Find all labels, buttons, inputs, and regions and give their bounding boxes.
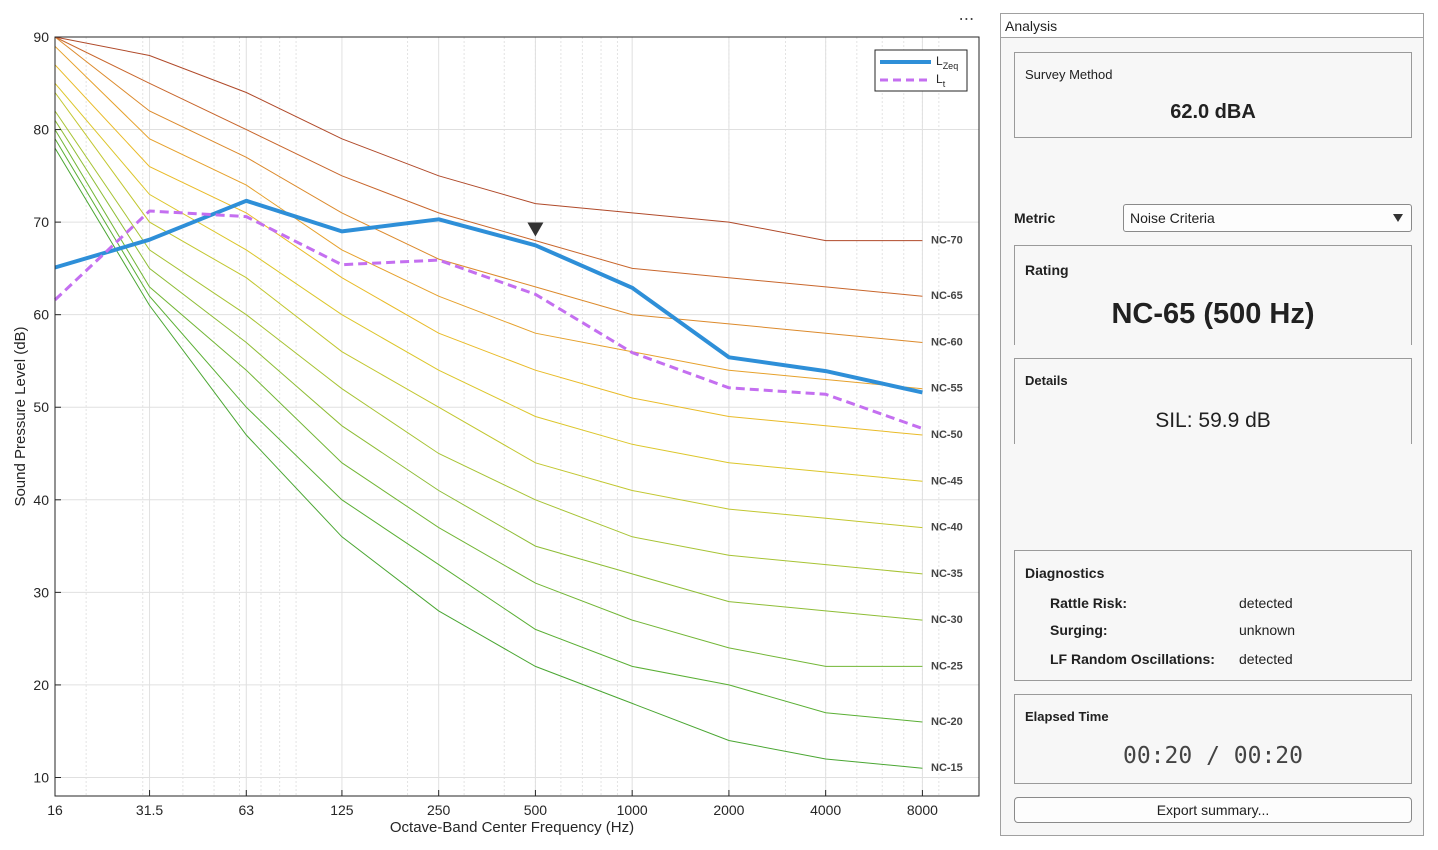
survey-method-box: Survey Method 62.0 dBA <box>1014 52 1412 138</box>
x-axis-label: Octave-Band Center Frequency (Hz) <box>390 819 634 836</box>
x-tick-label: 31.5 <box>136 802 163 818</box>
diag-key-lf: LF Random Oscillations: <box>1050 651 1215 667</box>
axes-box <box>54 36 980 797</box>
diag-value-rattle: detected <box>1239 595 1293 611</box>
x-tick-label: 8000 <box>907 802 938 818</box>
nc-curve-nc-20 <box>54 138 923 723</box>
diag-key-surging: Surging: <box>1050 622 1108 638</box>
nc-curve-nc-50 <box>54 64 923 436</box>
nc-curve-nc-70 <box>54 36 923 242</box>
nc-curve-label: NC-60 <box>931 336 963 348</box>
details-value: SIL: 59.9 dB <box>1155 409 1271 432</box>
chevron-down-icon <box>1393 214 1403 222</box>
nc-curve-nc-25 <box>54 129 923 667</box>
nc-curve-label: NC-50 <box>931 429 963 441</box>
metric-label: Metric <box>1014 210 1056 226</box>
y-tick-label: 60 <box>33 307 49 323</box>
x-tick-label: 500 <box>524 802 548 818</box>
nc-curve-label: NC-30 <box>931 614 963 626</box>
metric-selected: Noise Criteria <box>1130 210 1215 226</box>
export-summary-button[interactable]: Export summary... <box>1014 797 1412 823</box>
legend-box <box>874 49 968 92</box>
elapsed-value: 00:20 / 00:20 <box>1122 743 1303 769</box>
legend-entry-lt: Lt <box>936 72 946 89</box>
y-tick-label: 50 <box>33 399 49 415</box>
rating-box: Rating NC-65 (500 Hz) <box>1014 245 1412 345</box>
elapsed-box: Elapsed Time 00:20 / 00:20 <box>1014 694 1412 784</box>
x-tick-label: 2000 <box>713 802 744 818</box>
nc-curve-nc-55 <box>54 45 923 390</box>
x-tick-label: 1000 <box>617 802 648 818</box>
y-tick-label: 20 <box>33 677 49 693</box>
nc-curve-label: NC-40 <box>931 522 963 534</box>
nc-curve-nc-40 <box>54 92 923 529</box>
diag-value-surging: unknown <box>1239 622 1296 638</box>
diag-value-lf: detected <box>1239 651 1293 667</box>
details-label: Details <box>1025 373 1068 388</box>
nc-curve-label: NC-35 <box>931 568 963 580</box>
nc-curve-label: NC-55 <box>931 383 963 395</box>
diag-key-rattle: Rattle Risk: <box>1050 595 1128 611</box>
y-tick-label: 80 <box>33 122 49 138</box>
rating-marker-triangle <box>527 222 544 237</box>
nc-curve-nc-30 <box>54 120 923 621</box>
x-tick-label: 16 <box>47 802 63 818</box>
plot-area <box>55 37 979 796</box>
elapsed-label: Elapsed Time <box>1025 709 1109 724</box>
survey-method-value: 62.0 dBA <box>1170 101 1256 123</box>
metric-dropdown[interactable]: Noise Criteria <box>1123 204 1412 232</box>
y-axis-label: Sound Pressure Level (dB) <box>12 326 29 506</box>
x-tick-label: 4000 <box>810 802 841 818</box>
nc-curve-label: NC-70 <box>931 235 963 247</box>
diagnostics-label: Diagnostics <box>1025 565 1105 581</box>
analysis-panel: Analysis Survey Method 62.0 dBA Metric N… <box>1000 13 1424 836</box>
nc-curve-label: NC-25 <box>931 660 963 672</box>
details-box: Details SIL: 59.9 dB <box>1014 358 1412 444</box>
nc-curve-label: NC-65 <box>931 290 963 302</box>
series-line-lzeq <box>54 198 923 395</box>
nc-chart: NC-15 NC-20 NC-25 NC-30 NC-35 NC-40 NC-45 NC-50… <box>12 29 980 836</box>
nc-curve-label: NC-20 <box>931 716 963 728</box>
diagnostics-box: Diagnostics Rattle Risk: detected Surgin… <box>1014 550 1412 681</box>
y-tick-label: 10 <box>33 769 49 785</box>
nc-curve-nc-15 <box>54 147 923 769</box>
x-tick-label: 250 <box>427 802 451 818</box>
nc-curve-nc-60 <box>54 36 923 343</box>
more-options-icon[interactable]: ⋯ <box>958 9 976 28</box>
rating-label: Rating <box>1025 262 1069 278</box>
nc-curve-nc-65 <box>54 36 923 297</box>
legend-entry-lzeq: LZeq <box>936 54 958 71</box>
rating-value: NC-65 (500 Hz) <box>1111 298 1315 330</box>
survey-method-label: Survey Method <box>1025 67 1113 82</box>
y-tick-label: 40 <box>33 492 49 508</box>
series-line-lt <box>53 209 923 430</box>
panel-title: Analysis <box>1001 14 1423 38</box>
y-tick-label: 90 <box>33 29 49 45</box>
nc-curve-nc-35 <box>54 110 923 575</box>
nc-curve-label: NC-45 <box>931 475 963 487</box>
nc-curve-label: NC-15 <box>931 762 963 774</box>
x-tick-label: 125 <box>330 802 354 818</box>
y-tick-label: 70 <box>33 214 49 230</box>
x-tick-label: 63 <box>239 802 255 818</box>
y-tick-label: 30 <box>33 584 49 600</box>
